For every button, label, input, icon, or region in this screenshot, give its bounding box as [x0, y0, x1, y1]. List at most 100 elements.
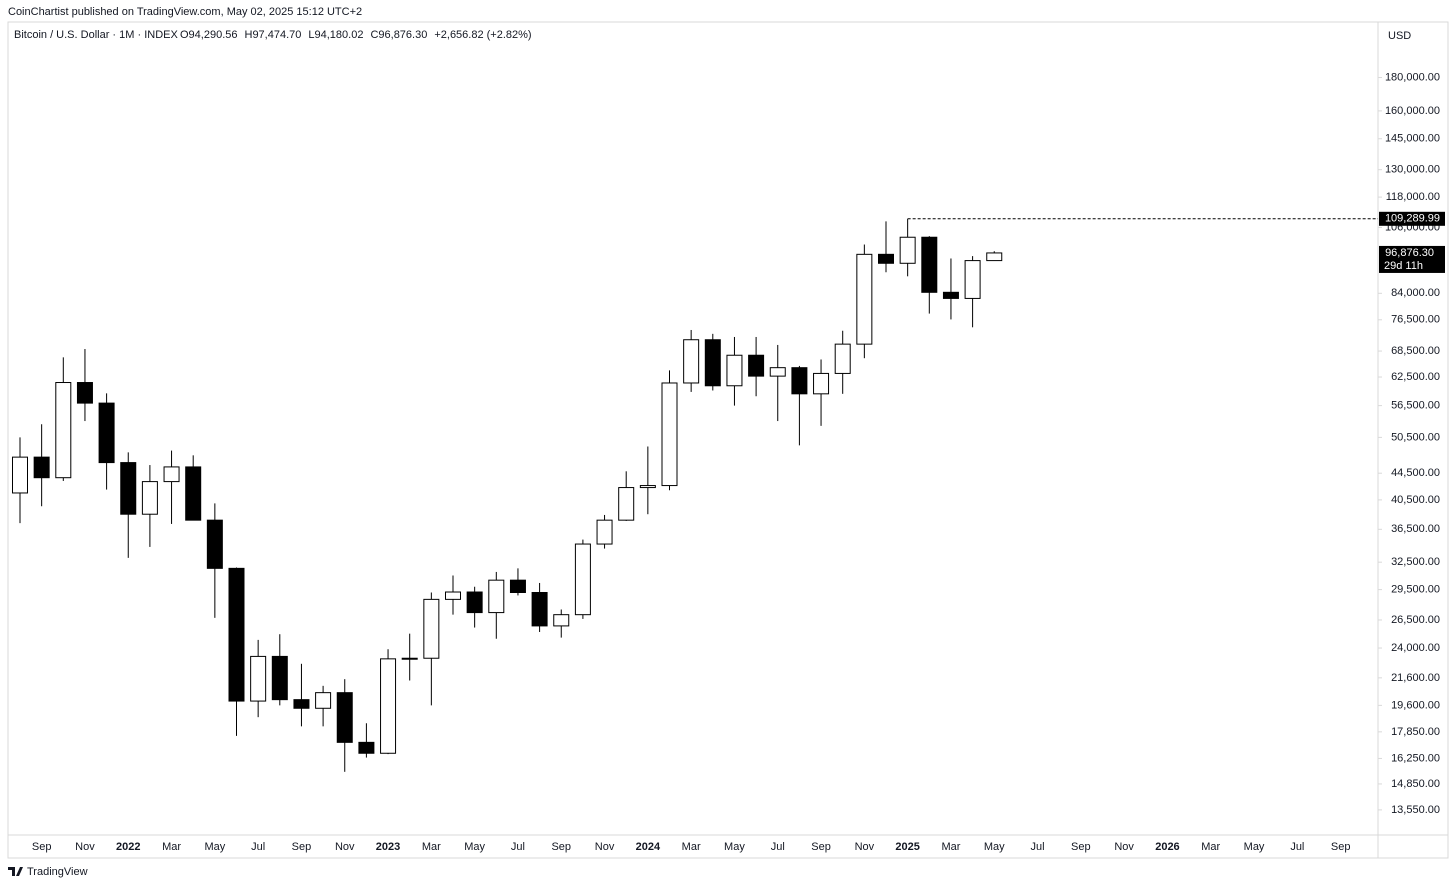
- candle-body: [76, 382, 93, 404]
- x-tick-label: Jul: [771, 841, 785, 853]
- candle-body: [55, 382, 72, 479]
- y-tick-label: 118,000.00: [1386, 191, 1440, 203]
- x-tick-label: May: [984, 841, 1005, 853]
- x-tick-label: Jul: [511, 841, 525, 853]
- candle-body: [791, 367, 808, 395]
- x-tick-label: Mar: [1201, 841, 1220, 853]
- x-tick-label: Nov: [75, 841, 95, 853]
- candle-body: [250, 655, 267, 702]
- candle-body: [878, 253, 894, 264]
- y-tick-label: 16,250.00: [1391, 752, 1440, 764]
- x-tick-label: 2025: [895, 841, 919, 853]
- y-tick-label: 14,850.00: [1391, 778, 1440, 790]
- y-tick-label: 21,600.00: [1391, 672, 1440, 684]
- x-tick-label: Mar: [941, 841, 960, 853]
- candle-body: [704, 339, 721, 387]
- y-tick-label: 44,500.00: [1391, 467, 1440, 479]
- y-tick-label: 24,000.00: [1391, 642, 1440, 654]
- x-tick-label: 2026: [1155, 841, 1179, 853]
- candle-body: [661, 382, 678, 487]
- chart-frame: [7, 21, 1449, 859]
- x-tick-label: May: [1244, 841, 1265, 853]
- candle-body: [423, 598, 440, 659]
- x-tick-label: May: [204, 841, 225, 853]
- high-marker-box: [1379, 211, 1445, 226]
- high-marker-label: 109,289.99: [1385, 213, 1440, 225]
- candle-body: [964, 260, 981, 299]
- y-tick-label: 145,000.00: [1385, 133, 1440, 145]
- x-tick-label: Mar: [162, 841, 181, 853]
- candle-body: [683, 339, 700, 384]
- y-tick-label: 36,500.00: [1391, 523, 1440, 535]
- ohlc-legend: O94,290.56 H97,474.70 L94,180.02 C96,876.30…: [180, 29, 532, 41]
- y-tick-label: 13,550.00: [1391, 804, 1440, 816]
- y-tick-label: 26,500.00: [1391, 614, 1440, 626]
- candle-body: [271, 655, 288, 701]
- candle-body: [574, 543, 591, 616]
- y-tick-label: 160,000.00: [1385, 105, 1440, 117]
- x-tick-label: Mar: [422, 841, 441, 853]
- y-tick-label: 19,600.00: [1391, 699, 1440, 711]
- last-price-label: 96,876.30: [1385, 247, 1434, 259]
- symbol-title: Bitcoin / U.S. Dollar · 1M · INDEX: [14, 29, 178, 41]
- brand: TradingView: [27, 866, 88, 878]
- x-tick-label: 2022: [116, 841, 140, 853]
- x-tick-label: Nov: [855, 841, 875, 853]
- candle-body: [942, 291, 959, 299]
- brand-logo: [8, 867, 23, 876]
- candle-body: [163, 466, 180, 483]
- y-tick-label: 130,000.00: [1385, 164, 1440, 176]
- candle-body: [185, 466, 202, 521]
- legend-value: C96,876.30: [370, 29, 427, 41]
- candle-body: [293, 699, 310, 709]
- x-tick-label: Nov: [1114, 841, 1134, 853]
- x-tick-label: Sep: [1331, 841, 1351, 853]
- candle-body: [834, 343, 851, 374]
- candle-body: [466, 591, 483, 614]
- last-price-box: [1379, 245, 1445, 273]
- x-tick-label: Sep: [1071, 841, 1091, 853]
- y-tick-label: 56,500.00: [1391, 400, 1440, 412]
- candle-body: [33, 456, 50, 479]
- x-tick-label: 2023: [376, 841, 400, 853]
- countdown: 29d 11h: [1384, 260, 1423, 272]
- candle-body: [639, 485, 656, 489]
- legend-value: H97,474.70: [245, 29, 302, 41]
- y-tick-label: 62,500.00: [1391, 371, 1440, 383]
- x-tick-label: Sep: [811, 841, 831, 853]
- y-tick-label: 50,500.00: [1391, 431, 1440, 443]
- legend-value: L94,180.02: [308, 29, 363, 41]
- publisher: CoinChartist published on TradingView.co…: [8, 6, 362, 18]
- candle-body: [141, 481, 158, 515]
- candle-body: [336, 692, 353, 743]
- candle-body: [315, 692, 332, 709]
- y-tick-label: 29,500.00: [1391, 584, 1440, 596]
- candle-body: [120, 462, 137, 515]
- currency-box: [1380, 24, 1446, 46]
- candle-body: [98, 402, 115, 464]
- candle-body: [488, 579, 505, 614]
- candle-body: [618, 487, 635, 521]
- x-tick-label: Sep: [32, 841, 52, 853]
- candle-body: [380, 658, 397, 754]
- currency: USD: [1388, 30, 1411, 42]
- x-tick-label: Jul: [251, 841, 265, 853]
- legend-value: +2,656.82 (+2.82%): [434, 29, 531, 41]
- y-tick-label: 32,500.00: [1391, 556, 1440, 568]
- x-tick-label: Nov: [595, 841, 615, 853]
- candle-body: [596, 519, 613, 545]
- x-tick-label: Sep: [551, 841, 571, 853]
- x-tick-label: Jul: [1031, 841, 1045, 853]
- y-tick-label: 68,500.00: [1391, 345, 1440, 357]
- x-tick-label: Nov: [335, 841, 355, 853]
- candle-body: [401, 657, 418, 660]
- candle-body: [206, 519, 223, 569]
- legend-value: O94,290.56: [180, 29, 238, 41]
- candle-body: [553, 614, 570, 627]
- candle-body: [531, 591, 548, 627]
- candle-body: [813, 372, 830, 395]
- candle-body: [726, 354, 743, 387]
- candle-body: [748, 354, 765, 377]
